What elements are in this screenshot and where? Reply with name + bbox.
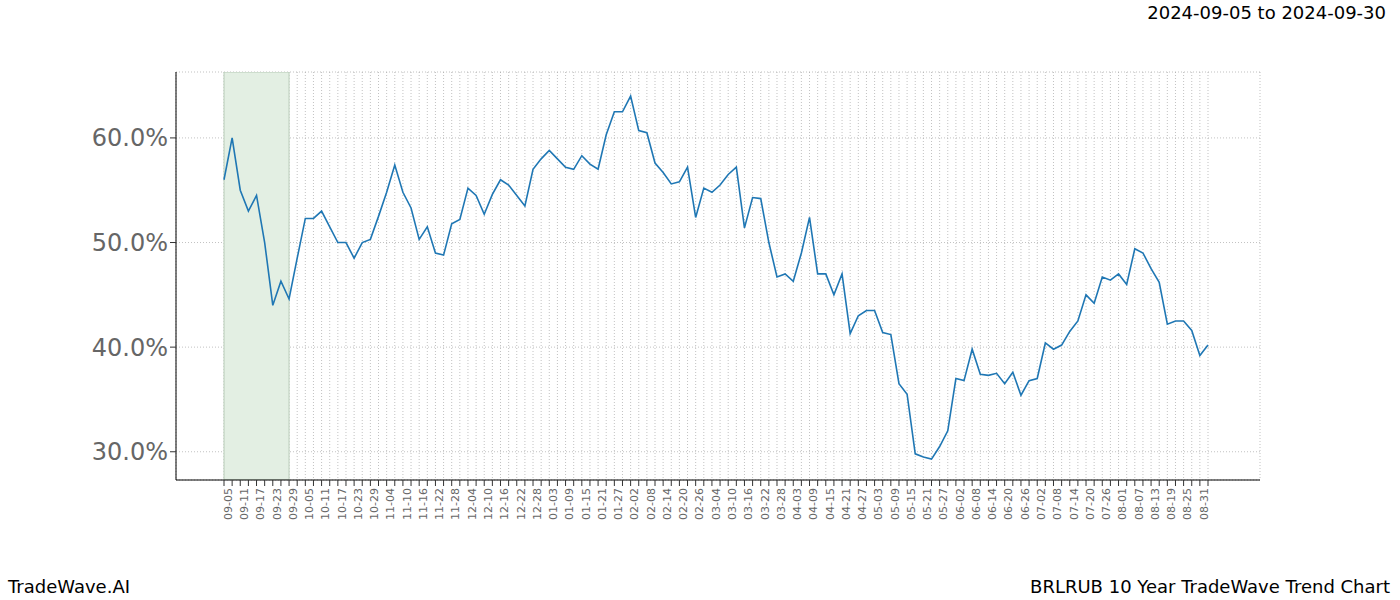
svg-text:11-04: 11-04 (384, 488, 397, 520)
html-text:2024-09-05 to 2024-09-30: 2024-09-05 to 2024-09-30 (1147, 2, 1386, 23)
svg-text:03-28: 03-28 (775, 488, 788, 520)
svg-text:06-20: 06-20 (1003, 488, 1016, 520)
svg-text:08-19: 08-19 (1165, 488, 1178, 520)
svg-text:12-04: 12-04 (466, 488, 479, 520)
html-text:BRLRUB 10 Year TradeWave Trend: BRLRUB 10 Year TradeWave Trend Chart (1030, 576, 1390, 597)
svg-text:07-26: 07-26 (1100, 488, 1113, 520)
svg-text:05-21: 05-21 (921, 488, 934, 520)
svg-text:12-10: 12-10 (482, 488, 495, 520)
svg-text:09-29: 09-29 (287, 488, 300, 520)
svg-text:08-01: 08-01 (1116, 488, 1129, 520)
svg-text:10-17: 10-17 (336, 488, 349, 520)
svg-text:01-03: 01-03 (547, 488, 560, 520)
svg-text:02-26: 02-26 (693, 488, 706, 520)
svg-text:08-31: 08-31 (1198, 488, 1211, 520)
svg-text:11-28: 11-28 (450, 488, 463, 520)
svg-text:06-26: 06-26 (1019, 488, 1032, 520)
svg-text:30.0%: 30.0% (92, 438, 168, 466)
svg-text:07-02: 07-02 (1035, 488, 1048, 520)
svg-text:06-02: 06-02 (954, 488, 967, 520)
svg-text:40.0%: 40.0% (92, 334, 168, 362)
svg-text:02-14: 02-14 (661, 488, 674, 520)
svg-text:09-05: 09-05 (222, 488, 235, 520)
svg-text:10-05: 10-05 (303, 488, 316, 520)
svg-text:07-08: 07-08 (1051, 488, 1064, 520)
svg-text:04-21: 04-21 (840, 488, 853, 520)
svg-text:07-14: 07-14 (1068, 488, 1081, 520)
svg-text:03-10: 03-10 (726, 488, 739, 520)
svg-text:09-23: 09-23 (271, 488, 284, 520)
svg-text:08-25: 08-25 (1181, 488, 1194, 520)
svg-text:03-22: 03-22 (759, 488, 772, 520)
svg-text:01-21: 01-21 (596, 488, 609, 520)
svg-text:05-03: 05-03 (872, 488, 885, 520)
svg-text:01-15: 01-15 (580, 488, 593, 520)
svg-text:04-27: 04-27 (856, 488, 869, 520)
svg-text:50.0%: 50.0% (92, 229, 168, 257)
svg-text:03-04: 03-04 (710, 488, 723, 520)
svg-text:60.0%: 60.0% (92, 124, 168, 152)
svg-text:09-17: 09-17 (254, 488, 267, 520)
svg-text:02-02: 02-02 (628, 488, 641, 520)
svg-text:09-11: 09-11 (238, 488, 251, 520)
svg-text:06-08: 06-08 (970, 488, 983, 520)
svg-text:10-29: 10-29 (368, 488, 381, 520)
svg-text:05-15: 05-15 (905, 488, 918, 520)
svg-text:03-16: 03-16 (742, 488, 755, 520)
svg-text:11-16: 11-16 (417, 488, 430, 520)
svg-text:04-03: 04-03 (791, 488, 804, 520)
svg-text:07-20: 07-20 (1084, 488, 1097, 520)
svg-text:02-20: 02-20 (677, 488, 690, 520)
svg-text:08-13: 08-13 (1149, 488, 1162, 520)
svg-text:08-07: 08-07 (1133, 488, 1146, 520)
svg-text:02-08: 02-08 (645, 488, 658, 520)
html-text:TradeWave.AI: TradeWave.AI (8, 576, 130, 597)
svg-text:11-10: 11-10 (401, 488, 414, 520)
svg-text:06-14: 06-14 (986, 488, 999, 520)
svg-text:10-23: 10-23 (352, 488, 365, 520)
svg-text:12-22: 12-22 (515, 488, 528, 520)
svg-text:04-09: 04-09 (807, 488, 820, 520)
svg-text:10-11: 10-11 (319, 488, 332, 520)
svg-text:12-28: 12-28 (531, 488, 544, 520)
svg-text:01-27: 01-27 (612, 488, 625, 520)
svg-text:11-22: 11-22 (433, 488, 446, 520)
svg-text:05-27: 05-27 (937, 488, 950, 520)
svg-text:01-09: 01-09 (563, 488, 576, 520)
svg-text:12-16: 12-16 (498, 488, 511, 520)
svg-text:04-15: 04-15 (824, 488, 837, 520)
svg-text:05-09: 05-09 (889, 488, 902, 520)
